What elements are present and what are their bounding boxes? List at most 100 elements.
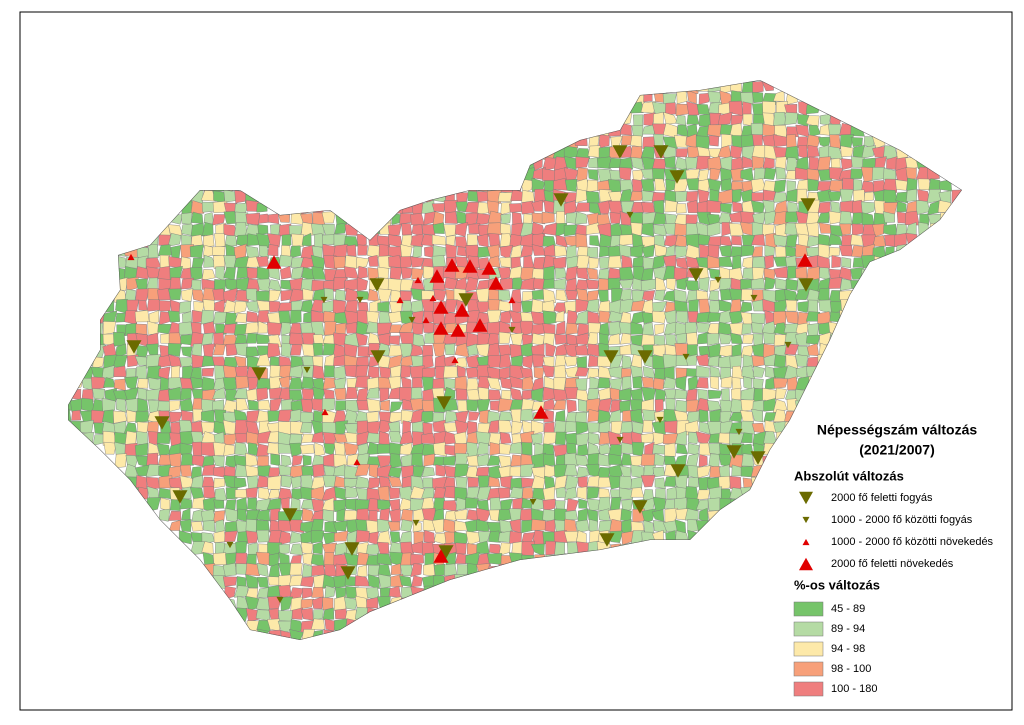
municipality [158,300,172,312]
municipality [113,365,127,377]
municipality [685,354,698,366]
municipality [531,199,543,212]
municipality [740,420,755,435]
municipality [203,321,216,334]
municipality [498,289,511,302]
municipality [564,510,578,521]
municipality [633,114,644,127]
municipality [707,236,722,246]
municipality [619,189,634,204]
municipality [509,442,523,455]
municipality [773,354,787,368]
municipality [564,178,578,192]
municipality [653,200,665,214]
municipality [225,521,238,533]
municipality [322,377,336,390]
municipality [772,191,788,203]
municipality [355,332,368,347]
municipality [630,135,642,148]
municipality [773,112,787,126]
municipality [312,343,324,356]
municipality [575,279,589,291]
municipality [180,212,193,225]
municipality [520,245,534,258]
municipality [730,332,743,344]
municipality [234,365,248,378]
municipality [642,420,653,433]
municipality [467,190,480,202]
municipality [344,300,359,313]
municipality [377,266,390,281]
municipality [740,344,755,359]
municipality [729,322,744,336]
municipality [707,91,722,104]
municipality [797,345,810,357]
municipality [607,179,622,193]
municipality [190,200,205,215]
municipality [464,497,479,509]
municipality [300,433,314,444]
municipality [422,367,436,381]
municipality [563,356,579,367]
municipality [444,563,458,577]
municipality [752,365,766,378]
legend-label: 89 - 94 [831,623,865,635]
municipality [454,375,468,391]
municipality [731,181,744,192]
municipality [555,289,568,302]
municipality [554,245,568,257]
municipality [268,467,281,478]
municipality [411,268,425,280]
municipality [872,235,886,247]
municipality [653,266,667,281]
municipality [709,167,721,182]
municipality [269,356,280,367]
municipality [488,288,500,302]
municipality [377,486,390,502]
municipality [619,487,634,500]
legend-subtitle: (2021/2007) [859,442,935,458]
municipality [191,496,205,510]
municipality [654,289,666,302]
municipality [433,486,447,499]
municipality [279,223,292,237]
municipality [180,453,194,466]
municipality [355,364,369,378]
municipality [500,310,513,324]
municipality [917,178,931,191]
municipality [698,169,709,181]
municipality [148,310,160,325]
municipality [655,277,667,291]
municipality [522,291,535,303]
municipality [555,431,567,445]
municipality [181,346,193,358]
municipality [213,343,226,356]
municipality [334,387,346,401]
municipality [202,520,216,533]
municipality [167,343,182,357]
municipality [212,214,226,226]
municipalities [68,80,962,640]
municipality [389,551,403,566]
legend-label: 2000 fő feletti növekedés [831,558,954,570]
municipality [729,476,742,490]
municipality [785,170,799,180]
municipality [610,496,622,511]
municipality [333,377,347,390]
municipality [807,323,820,336]
municipality [872,223,885,237]
municipality [277,302,294,312]
municipality [137,397,149,413]
municipality [245,346,259,358]
municipality [654,323,665,336]
municipality [905,167,917,181]
municipality [805,334,821,345]
municipality [170,245,181,259]
municipality [863,191,874,202]
municipality [179,442,193,456]
municipality [488,389,502,401]
municipality [676,333,687,344]
municipality [92,388,106,400]
municipality [830,157,841,171]
